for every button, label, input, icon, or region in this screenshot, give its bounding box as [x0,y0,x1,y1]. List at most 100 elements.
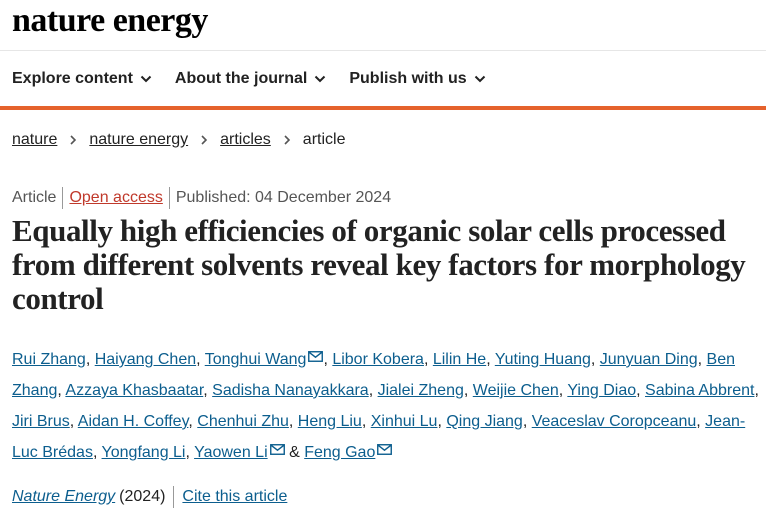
author-entry: Heng Liu [298,413,362,430]
author-entry: Jialei Zheng [378,382,464,399]
author-link[interactable]: Rui Zhang [12,351,86,368]
author-link[interactable]: Sabina Abbrent [645,382,755,399]
author-entry: Junyuan Ding [600,351,698,368]
mail-icon[interactable] [377,444,393,455]
author-link[interactable]: Jialei Zheng [377,382,464,399]
author-link[interactable]: Chenhui Zhu [197,413,289,430]
author-link[interactable]: Libor Kobera [332,351,424,368]
author-entry: Ying Diao [567,382,636,399]
author-separator: , [590,351,600,368]
breadcrumb-current: article [302,131,346,148]
author-separator: , [92,444,102,461]
author-entry: Jean-Luc Brédas [12,413,745,461]
author-entry: Haiyang Chen [95,351,196,368]
header-divider [0,50,766,51]
author-separator: , [85,351,95,368]
author-separator: , [558,382,568,399]
author-link[interactable]: Xinhui Lu [370,413,438,430]
chevron-right-icon [284,135,290,145]
nav-item-label: Publish with us [349,70,467,87]
chevron-down-icon [474,75,485,83]
chevron-down-icon [140,75,152,83]
author-separator: , [203,382,213,399]
author-link[interactable]: Yaowen Li [194,444,268,461]
author-separator: , [486,351,495,368]
nav-about-journal[interactable]: About the journal [175,70,327,88]
author-link[interactable]: Feng Gao [304,444,376,461]
author-entry: Yongfang Li [102,444,186,461]
nav-item-label: Explore content [12,70,133,87]
author-link[interactable]: Yuting Huang [494,351,591,368]
author-link[interactable]: Ying Diao [567,382,637,399]
author-entry: Veaceslav Coropceanu [532,413,697,430]
author-entry: Azzaya Khasbaatar [65,382,203,399]
author-entry: Ben Zhang [12,351,735,399]
citation-year: (2024) [119,488,166,505]
article-meta: Article Open access Published: 04 Decemb… [12,187,391,209]
author-entry: Rui Zhang [12,351,86,368]
author-link[interactable]: Yongfang Li [101,444,186,461]
author-link[interactable]: Jean-Luc Brédas [12,413,746,461]
meta-divider [62,187,64,209]
author-list: Rui Zhang, Haiyang Chen, Tonghui Wang, L… [12,344,760,468]
author-link[interactable]: Azzaya Khasbaatar [65,382,204,399]
author-link[interactable]: Ben Zhang [12,351,735,399]
author-separator: , [522,413,532,430]
meta-divider [168,187,170,209]
open-access-link[interactable]: Open access [69,189,163,206]
chevron-right-icon [201,135,208,145]
author-entry: Lilin He [433,351,486,368]
author-entry: Chenhui Zhu [197,413,289,430]
journal-link[interactable]: Nature Energy [12,488,116,505]
author-separator: , [636,382,646,399]
chevron-down-icon [315,75,326,83]
breadcrumb-articles[interactable]: articles [220,131,271,148]
author-entry: Yaowen Li [194,444,285,461]
nav-item-label: About the journal [174,70,308,87]
breadcrumb: nature nature energy articles article [12,131,345,149]
nav-accent-bar [0,106,766,110]
published-date: Published: 04 December 2024 [175,189,392,206]
author-entry: Aidan H. Coffey [78,413,189,430]
author-entry: Xinhui Lu [371,413,438,430]
author-entry: Feng Gao [304,444,393,461]
author-separator: , [361,413,371,430]
mail-icon[interactable] [269,444,285,455]
author-separator: , [463,382,473,399]
author-link[interactable]: Junyuan Ding [599,351,698,368]
author-link[interactable]: Weijie Chen [472,382,559,399]
chevron-right-icon [70,135,77,145]
citation-line: Nature Energy (2024) Cite this article [12,486,287,508]
author-link[interactable]: Sadisha Nanayakkara [212,382,369,399]
author-entry: Sadisha Nanayakkara [212,382,369,399]
author-link[interactable]: Qing Jiang [446,413,523,430]
author-separator: , [288,413,298,430]
journal-logo[interactable]: nature energy [12,2,208,39]
author-separator: , [754,382,759,399]
nav-publish-with-us[interactable]: Publish with us [349,70,486,88]
breadcrumb-nature-energy[interactable]: nature energy [89,131,189,148]
author-entry: Weijie Chen [473,382,559,399]
author-entry: Libor Kobera [332,351,424,368]
author-link[interactable]: Heng Liu [297,413,362,430]
article-title: Equally high efficiencies of organic sol… [12,213,746,316]
author-link[interactable]: Lilin He [432,351,487,368]
author-separator: , [423,351,433,368]
mail-icon[interactable] [308,351,324,362]
cite-this-article-link[interactable]: Cite this article [182,488,288,505]
author-entry: Qing Jiang [446,413,523,430]
author-link[interactable]: Aidan H. Coffey [77,413,189,430]
author-separator: , [437,413,447,430]
author-link[interactable]: Haiyang Chen [94,351,197,368]
author-entry: Tonghui Wang [205,351,324,368]
author-separator: , [185,444,195,461]
breadcrumb-nature[interactable]: nature [12,131,58,148]
article-type: Article [12,189,57,206]
author-separator: , [368,382,378,399]
author-link[interactable]: Tonghui Wang [204,351,307,368]
author-link[interactable]: Jiri Brus [12,413,70,430]
main-nav: Explore content About the journal Publis… [0,52,766,106]
author-separator: , [696,413,706,430]
author-link[interactable]: Veaceslav Coropceanu [531,413,697,430]
nav-explore-content[interactable]: Explore content [12,70,153,88]
